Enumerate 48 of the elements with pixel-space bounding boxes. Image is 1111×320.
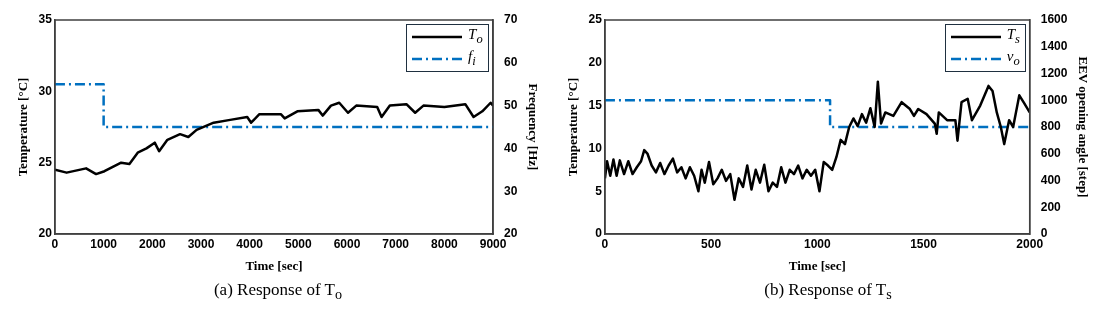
y-axis-title: Temperature [°C] (565, 77, 581, 177)
y-tick-label: 10 (588, 140, 603, 155)
y2-tick-label: 800 (1040, 119, 1062, 134)
y-tick-label: 20 (588, 55, 603, 70)
x-tick-label: 5000 (284, 236, 313, 251)
x-axis-title: Time [sec] (245, 257, 303, 273)
x-tick-label: 2000 (1016, 236, 1044, 251)
legend-label: v$_{o}$ (1006, 48, 1020, 70)
y2-axis-title: EEV opening angle [step] (1075, 56, 1091, 198)
x-tick-label: 1000 (90, 236, 118, 251)
y-tick-label: 0 (595, 226, 603, 241)
y-tick-label: 15 (588, 97, 603, 112)
legend-label: T$_{o}$ (468, 26, 483, 48)
x-tick-label: 500 (701, 236, 722, 251)
y2-tick-label: 1600 (1040, 12, 1068, 27)
y-tick-label: 25 (588, 12, 603, 27)
y2-tick-label: 400 (1040, 172, 1062, 187)
x-tick-label: 2000 (138, 236, 166, 251)
text: (a) Response of T$_{o}$ (212, 280, 344, 304)
y2-tick-label: 1200 (1040, 65, 1068, 80)
y-tick-label: 5 (595, 183, 603, 198)
y-tick-label: 20 (38, 226, 53, 241)
y2-tick-label: 600 (1040, 146, 1062, 161)
x-tick-label: 1500 (910, 236, 938, 251)
y2-tick-label: 60 (504, 55, 518, 70)
y2-tick-label: 50 (504, 97, 518, 112)
y2-tick-label: 70 (504, 12, 518, 27)
y2-tick-label: 200 (1040, 199, 1062, 214)
y-tick-label: 35 (38, 12, 53, 27)
y2-tick-label: 1400 (1040, 39, 1068, 54)
x-tick-label: 4000 (236, 236, 264, 251)
x-tick-label: 9000 (479, 236, 507, 251)
x-tick-label: 8000 (431, 236, 459, 251)
y2-axis-title: Frequency [Hz] (525, 83, 541, 171)
y-tick-label: 30 (38, 83, 53, 98)
x-tick-label: 6000 (333, 236, 361, 251)
y2-tick-label: 30 (504, 183, 518, 198)
x-tick-label: 1000 (803, 236, 831, 251)
y-axis-title: Temperature [°C] (15, 77, 31, 177)
y2-tick-label: 1000 (1040, 92, 1068, 107)
legend-label: f$_{i}$ (468, 48, 476, 70)
x-tick-label: 7000 (382, 236, 410, 251)
legend-label: T$_{s}$ (1006, 26, 1020, 48)
x-tick-label: 3000 (187, 236, 215, 251)
text: (b) Response of T$_{s}$ (763, 280, 893, 304)
y2-tick-label: 40 (504, 140, 518, 155)
y-tick-label: 25 (38, 154, 53, 169)
x-axis-title: Time [sec] (788, 257, 846, 273)
